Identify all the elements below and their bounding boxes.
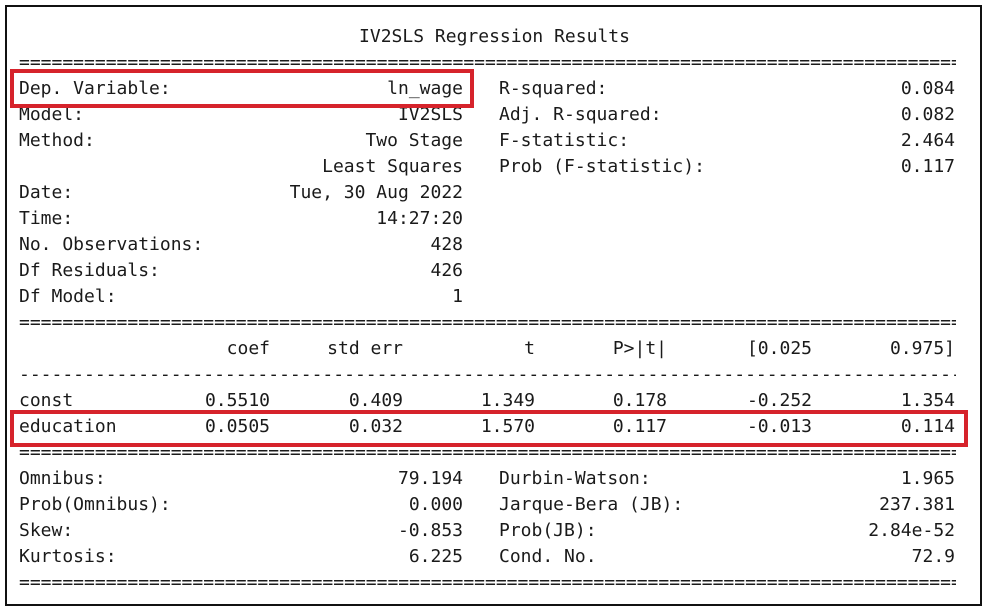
t-cell: 1.570 (480, 416, 535, 437)
std-err-cell: 0.409 (348, 390, 403, 411)
column-header-p-value: P>|t| (612, 338, 667, 359)
header-left-value: Least Squares (322, 156, 463, 177)
header-left-value: Two Stage (365, 130, 463, 151)
column-header-ci-lower: [0.025 (746, 338, 812, 359)
header-left-value: 1 (452, 286, 463, 307)
coef-cell: 0.0505 (204, 416, 270, 437)
header-right-label: Prob (F-statistic): (499, 156, 705, 177)
dep-variable-highlight (10, 69, 474, 108)
education-row-highlight (10, 410, 968, 447)
header-right-value: 0.117 (900, 156, 955, 177)
header-left-label: Df Model: (19, 286, 117, 307)
header-left-label: Date: (19, 182, 74, 203)
header-left-label: Dep. Variable: (19, 78, 171, 99)
t-cell: 1.349 (480, 390, 535, 411)
header-left-label: Time: (19, 208, 74, 229)
diagnostic-value: 237.381 (879, 494, 955, 515)
double-rule-header-end: ========================================… (19, 316, 956, 330)
diagnostic-label: Durbin-Watson: (499, 468, 651, 489)
diagnostic-value: 79.194 (397, 468, 463, 489)
header-right-label: Adj. R-squared: (499, 104, 662, 125)
column-header-ci-upper: 0.975] (889, 338, 955, 359)
header-left-value: 428 (430, 234, 463, 255)
diagnostic-label: Omnibus: (19, 468, 106, 489)
diagnostic-label: Prob(Omnibus): (19, 494, 171, 515)
double-rule-top: ========================================… (19, 56, 956, 70)
diagnostic-value: 1.965 (900, 468, 955, 489)
column-header-std-err: std err (327, 338, 403, 359)
coef-cell: 0.5510 (204, 390, 270, 411)
results-frame (5, 5, 982, 606)
header-left-value: IV2SLS (397, 104, 463, 125)
diagnostic-value: -0.853 (397, 520, 463, 541)
header-right-value: 0.084 (900, 78, 955, 99)
ci-upper-cell: 1.354 (900, 390, 955, 411)
diagnostic-label: Jarque-Bera (JB): (499, 494, 684, 515)
header-left-label: Method: (19, 130, 95, 151)
ci-lower-cell: -0.013 (746, 416, 812, 437)
header-left-label: Df Residuals: (19, 260, 160, 281)
double-rule-coef-end: ========================================… (19, 446, 956, 460)
diagnostic-label: Skew: (19, 520, 74, 541)
single-rule-coef: ----------------------------------------… (19, 368, 956, 382)
header-left-value: ln_wage (387, 78, 463, 99)
header-right-value: 2.464 (900, 130, 955, 151)
ci-lower-cell: -0.252 (746, 390, 812, 411)
diagnostic-value: 72.9 (911, 546, 955, 567)
header-left-label: Model: (19, 104, 85, 125)
diagnostic-label: Cond. No. (499, 546, 597, 567)
header-left-value: 426 (430, 260, 463, 281)
p-value-cell: 0.117 (612, 416, 667, 437)
header-left-value: Tue, 30 Aug 2022 (289, 182, 463, 203)
std-err-cell: 0.032 (348, 416, 403, 437)
double-rule-bottom: ========================================… (19, 576, 956, 590)
coef-row-name: const (19, 390, 74, 411)
diagnostic-label: Prob(JB): (499, 520, 597, 541)
diagnostic-value: 2.84e-52 (868, 520, 955, 541)
coef-row-name: education (19, 416, 117, 437)
ci-upper-cell: 0.114 (900, 416, 955, 437)
table-title: IV2SLS Regression Results (359, 26, 630, 47)
header-left-label: No. Observations: (19, 234, 204, 255)
diagnostic-label: Kurtosis: (19, 546, 117, 567)
header-left-value: 14:27:20 (376, 208, 463, 229)
header-right-label: R-squared: (499, 78, 608, 99)
column-header-t: t (524, 338, 535, 359)
diagnostic-value: 6.225 (408, 546, 463, 567)
header-right-value: 0.082 (900, 104, 955, 125)
header-right-label: F-statistic: (499, 130, 630, 151)
column-header-coef: coef (226, 338, 270, 359)
diagnostic-value: 0.000 (408, 494, 463, 515)
p-value-cell: 0.178 (612, 390, 667, 411)
